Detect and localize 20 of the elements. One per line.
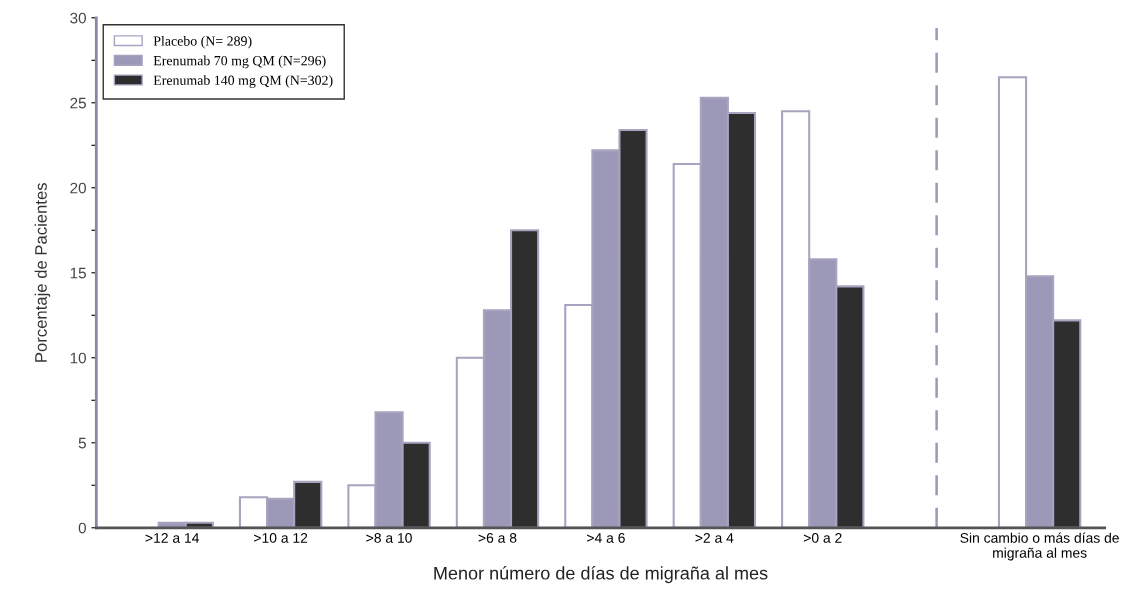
y-tick-label: 20 (70, 182, 86, 194)
y-tick-label: 0 (78, 522, 86, 534)
legend-label: Placebo (N= 289) (153, 35, 252, 49)
x-tick-label: >10 a 12 (254, 533, 308, 543)
x-tick-label: >6 a 8 (478, 533, 517, 543)
legend-label: Erenumab 70 mg QM (N=296) (153, 55, 326, 69)
y-tick-label: 25 (70, 97, 86, 109)
x-tick-label: Sin cambio o más días de migraña al mes (960, 532, 1119, 561)
x-axis-title: Menor número de días de migraña al mes (434, 566, 768, 584)
y-tick-label: 30 (70, 12, 86, 24)
y-tick-label: 15 (70, 267, 86, 279)
y-tick-label: 10 (70, 352, 86, 364)
x-tick-label: >4 a 6 (587, 533, 625, 543)
y-axis-title: Porcentaje de Pacientes (34, 183, 51, 362)
x-tick-label: >2 a 4 (695, 533, 734, 543)
x-tick-label: >8 a 10 (366, 533, 412, 543)
y-tick-label: 5 (78, 437, 86, 449)
legend-label: Erenumab 140 mg QM (N=302) (153, 75, 333, 88)
x-tick-label: >12 a 14 (145, 533, 200, 543)
x-tick-label: >0 a 2 (803, 533, 842, 543)
